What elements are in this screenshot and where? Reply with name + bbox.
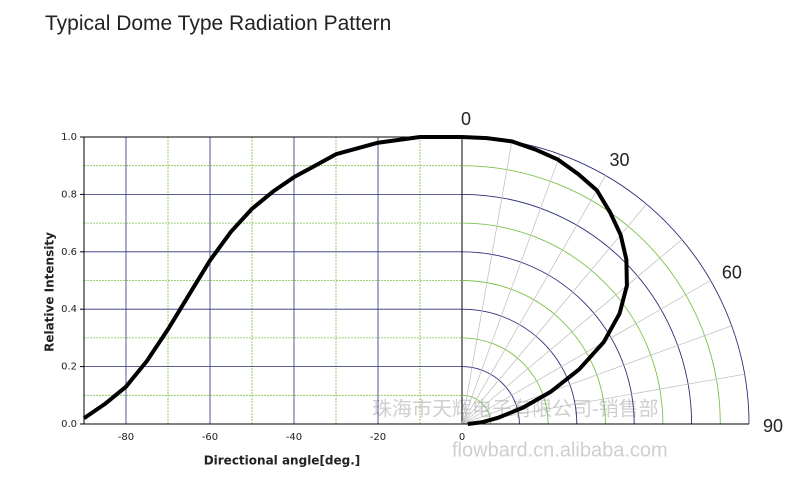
polar-ring [461, 165, 721, 425]
polar-ring [461, 308, 578, 425]
polar-ring [461, 193, 693, 425]
polar-ring [461, 222, 664, 425]
x-tick-label: -80 [118, 432, 134, 443]
series-line [82, 135, 462, 420]
y-tick-label: 0.8 [61, 189, 77, 200]
polar-spoke [461, 373, 745, 425]
polar-series-line [461, 135, 629, 426]
polar-tick-label: 0 [461, 109, 471, 129]
polar-tick-label: 90 [763, 416, 783, 436]
polar-spoke [461, 203, 647, 425]
y-tick-label: 0.0 [61, 419, 77, 430]
polar-ring [461, 280, 606, 425]
polar-tick-label: 30 [609, 150, 629, 170]
polar-spoke [461, 141, 513, 425]
polar-spoke [461, 175, 606, 425]
x-axis-title: Directional angle[deg.] [204, 454, 361, 468]
x-tick-label: -20 [370, 432, 386, 443]
x-tick-label: -60 [202, 432, 218, 443]
y-tick-label: 1.0 [61, 132, 77, 143]
y-tick-label: 0.6 [61, 247, 77, 258]
polar-spoke [461, 325, 732, 425]
polar-ring [461, 366, 520, 425]
polar-spoke [461, 154, 561, 425]
chart-title: Typical Dome Type Radiation Pattern [45, 12, 391, 35]
y-tick-label: 0.4 [61, 304, 77, 315]
polar-tick-label: 60 [722, 262, 742, 282]
polar-spoke [461, 280, 711, 425]
y-tick-label: 0.2 [61, 362, 77, 373]
x-tick-label: -40 [286, 432, 302, 443]
y-axis-title: Relative Intensity [43, 232, 57, 352]
polar-ring [461, 251, 635, 425]
watermark: flowbard.cn.alibaba.com [452, 439, 668, 461]
x-tick-label: 0 [459, 432, 465, 443]
polar-spoke [461, 239, 683, 425]
polar-ring [461, 337, 549, 425]
